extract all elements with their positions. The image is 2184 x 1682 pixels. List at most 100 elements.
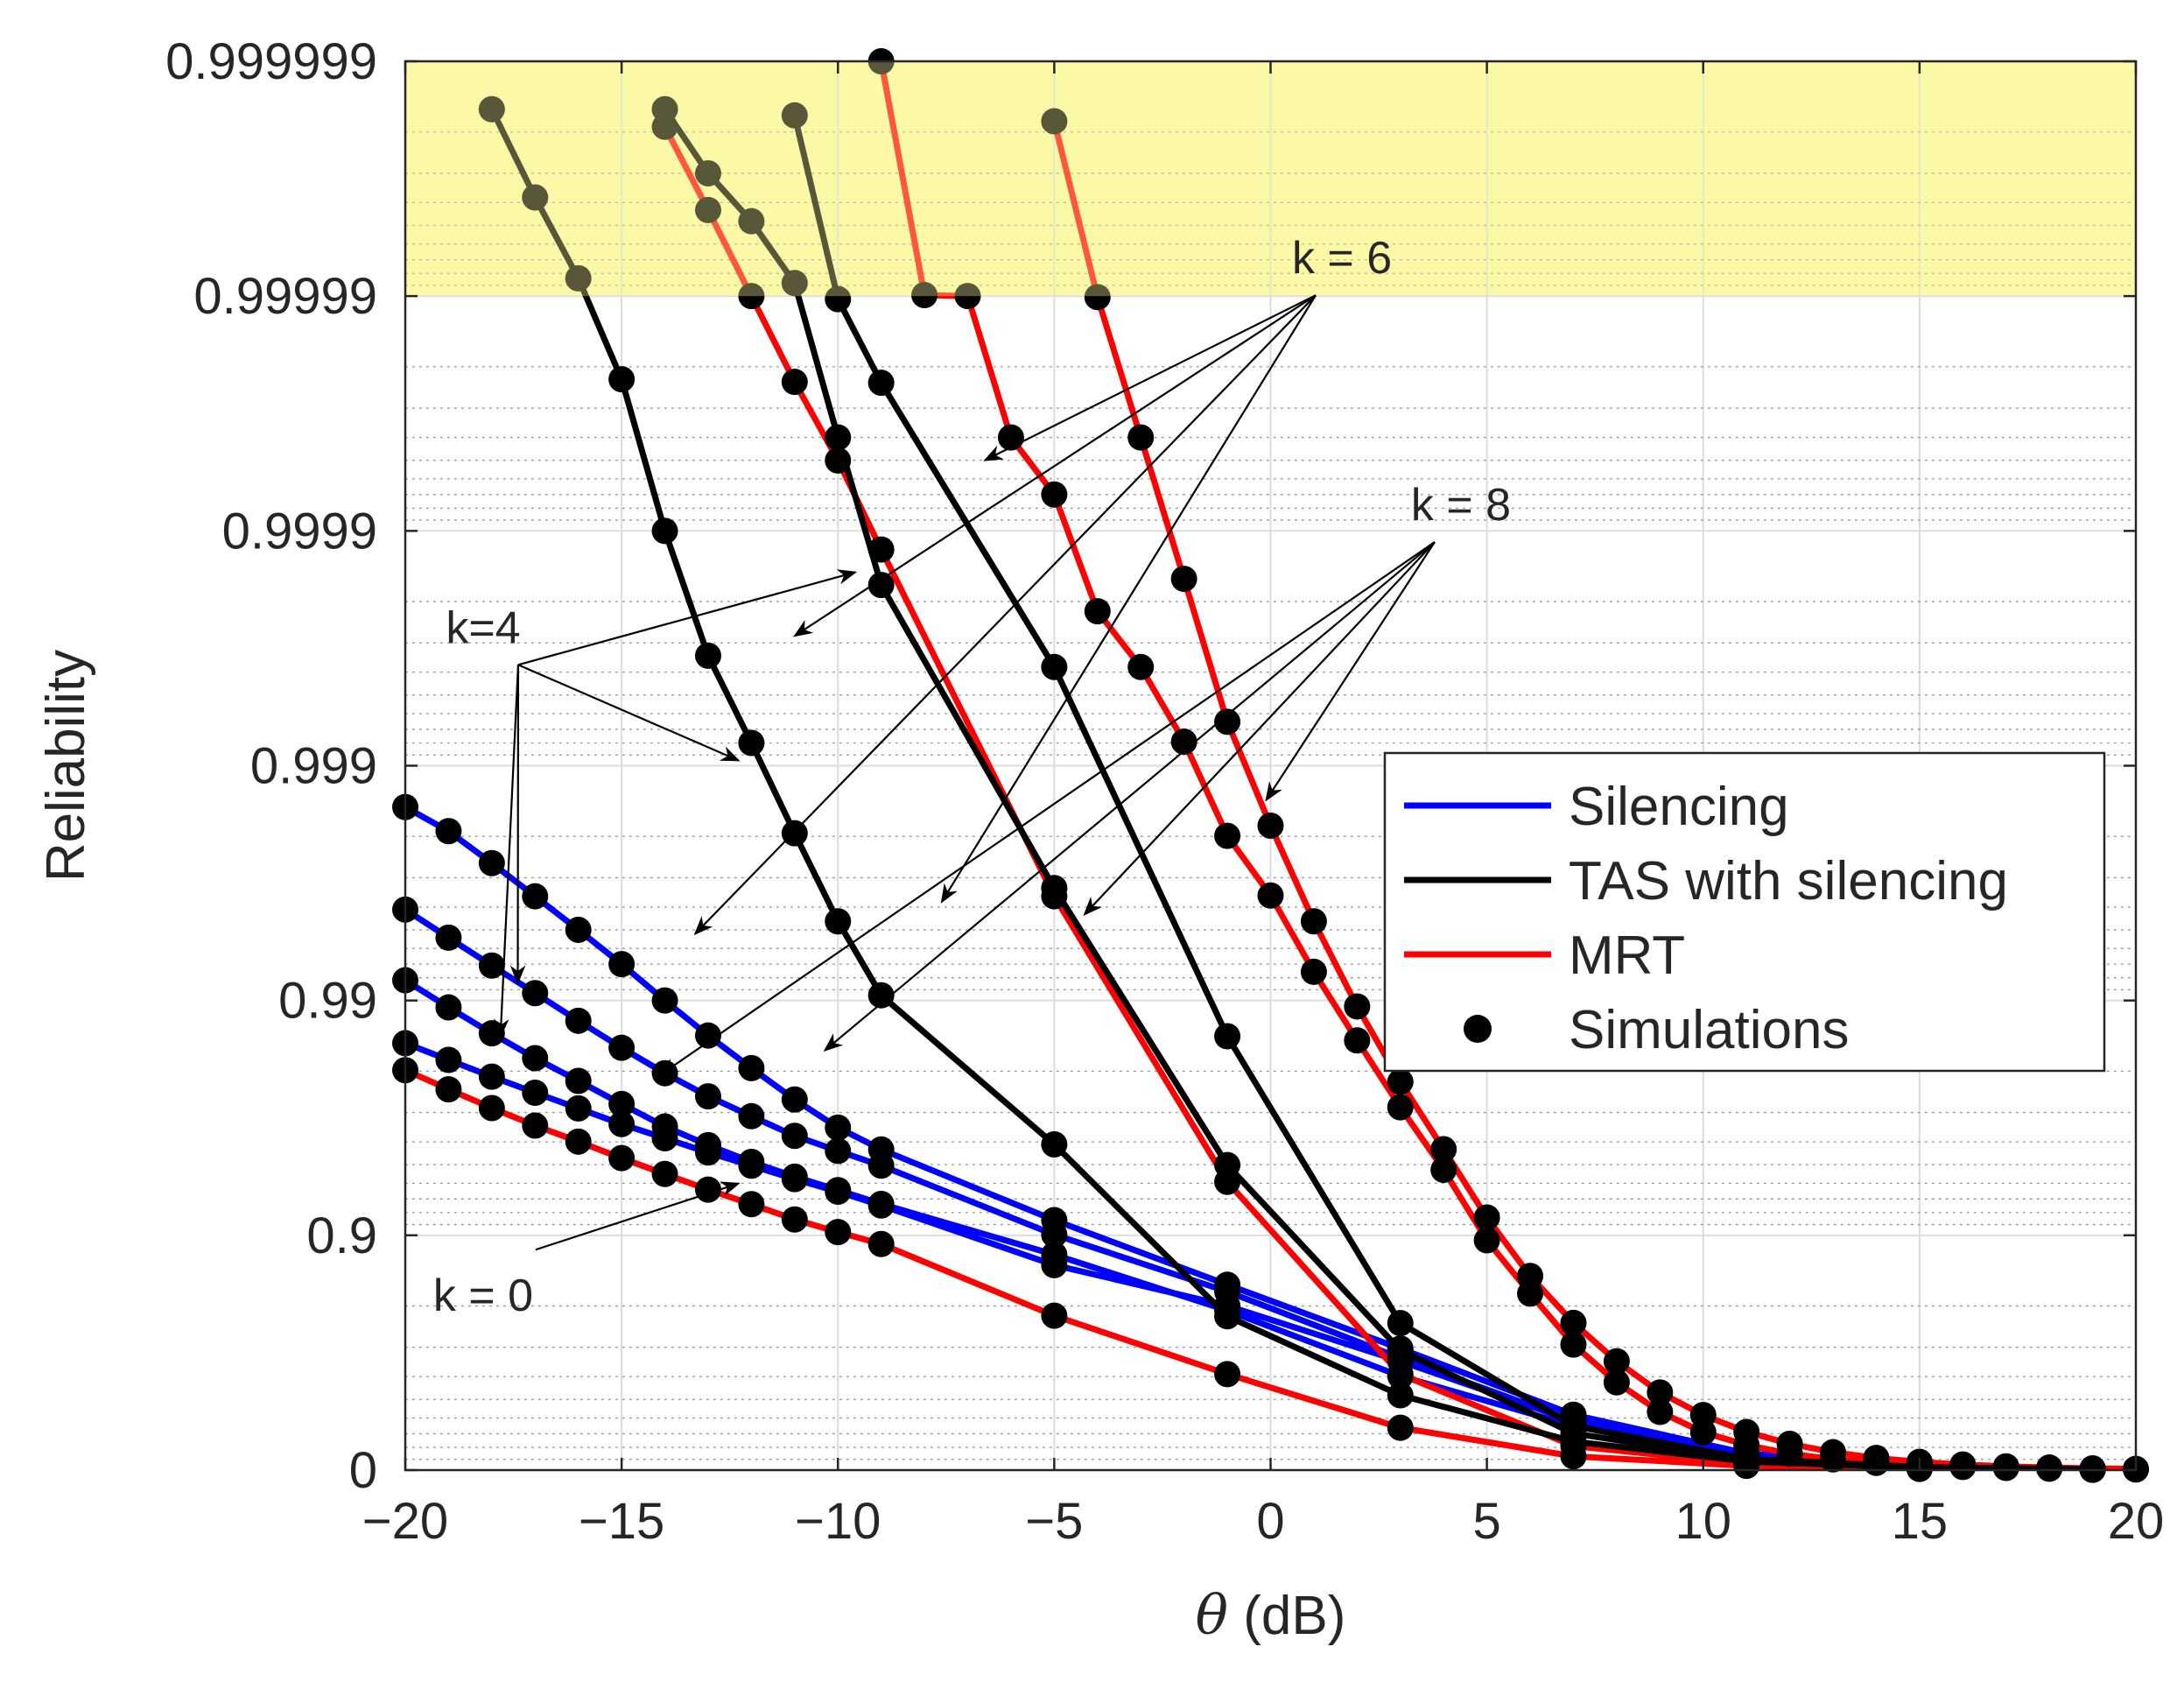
sim-marker xyxy=(1863,1445,1890,1472)
sim-marker xyxy=(1300,908,1327,935)
sim-marker xyxy=(1127,653,1155,680)
sim-marker xyxy=(1170,566,1197,593)
sim-marker xyxy=(867,1230,895,1257)
annotation-label: k = 0 xyxy=(433,1270,533,1321)
sim-marker xyxy=(1387,1094,1414,1121)
sim-marker xyxy=(738,1054,765,1081)
sim-marker xyxy=(1214,822,1241,849)
sim-marker xyxy=(1473,1227,1500,1254)
sim-marker xyxy=(435,994,462,1021)
sim-marker xyxy=(1214,1271,1241,1298)
sim-marker xyxy=(435,818,462,845)
x-tick-label: −5 xyxy=(1025,1493,1083,1550)
sim-marker xyxy=(1257,812,1284,839)
x-tick-label: 5 xyxy=(1472,1493,1500,1550)
x-tick-label: 10 xyxy=(1675,1493,1731,1550)
sim-marker xyxy=(1344,993,1371,1020)
sim-marker xyxy=(1992,1453,2019,1480)
sim-marker xyxy=(1041,883,1068,910)
x-tick-label: −10 xyxy=(795,1493,881,1550)
legend: Silencing TAS with silencing MRT Simulation… xyxy=(1383,751,2106,1073)
sim-marker xyxy=(522,1045,549,1072)
highlight-overlay xyxy=(405,61,2136,297)
sim-marker xyxy=(435,924,462,951)
sim-marker xyxy=(738,1191,765,1218)
annotation-arrow xyxy=(983,294,1317,461)
x-axis-unit: (dB) xyxy=(1228,1586,1345,1646)
y-tick-label: 0.9999 xyxy=(222,503,377,559)
sim-marker xyxy=(694,1083,721,1110)
sim-marker xyxy=(1214,708,1241,735)
sim-marker xyxy=(522,883,549,910)
sim-marker xyxy=(781,1086,808,1113)
sim-marker xyxy=(781,820,808,847)
x-tick-label: 0 xyxy=(1256,1493,1284,1550)
sim-marker xyxy=(1560,1309,1587,1336)
sim-marker xyxy=(565,1094,592,1122)
annotation-arrow xyxy=(1265,541,1436,802)
sim-marker xyxy=(738,729,765,757)
sim-marker xyxy=(608,366,636,393)
sim-marker xyxy=(738,1102,765,1130)
sim-marker xyxy=(781,1163,808,1190)
annotation-label: k = 8 xyxy=(1411,480,1511,531)
sim-marker xyxy=(867,982,895,1009)
legend-label: TAS with silencing xyxy=(1569,851,2008,911)
sim-marker xyxy=(435,1046,462,1073)
sim-marker xyxy=(1170,728,1197,756)
sim-marker xyxy=(1387,1337,1414,1364)
annotation-arrow xyxy=(693,294,1317,936)
sim-marker xyxy=(1214,1303,1241,1330)
sim-marker xyxy=(1041,481,1068,508)
sim-marker xyxy=(565,1128,592,1155)
sim-marker xyxy=(608,1110,636,1137)
y-tick-label: 0.999999 xyxy=(165,33,377,90)
sim-marker xyxy=(1300,958,1327,985)
axes: −20 −15 −10 −5 0 5 10 15 20 0 0.9 0.99 0.999 0.9999 0.… xyxy=(36,33,2164,1647)
sim-marker xyxy=(1387,1310,1414,1337)
sim-marker xyxy=(825,1177,852,1204)
sim-marker xyxy=(565,264,592,292)
sim-marker xyxy=(694,1131,721,1158)
sim-marker xyxy=(825,447,852,474)
sim-marker xyxy=(738,283,765,310)
sim-marker xyxy=(478,1063,505,1090)
sim-marker xyxy=(478,849,505,876)
annotation-label: k=4 xyxy=(446,602,520,653)
sim-marker xyxy=(825,424,852,451)
sim-marker xyxy=(651,987,678,1014)
sim-marker xyxy=(608,1034,636,1061)
sim-marker xyxy=(694,159,721,186)
sim-marker xyxy=(651,517,678,545)
sim-marker xyxy=(1041,1302,1068,1329)
legend-label: MRT xyxy=(1569,925,1685,986)
sim-marker xyxy=(608,1144,636,1172)
sim-marker xyxy=(781,102,808,129)
annotation-arrow xyxy=(517,664,741,762)
sim-marker xyxy=(1084,284,1111,311)
x-tick-label: 15 xyxy=(1892,1493,1949,1550)
annotation-arrow xyxy=(658,541,1436,1076)
y-tick-label: 0.99 xyxy=(278,973,377,1030)
annotation-arrow xyxy=(792,294,1317,637)
sim-marker xyxy=(522,184,549,211)
legend-label: Silencing xyxy=(1569,777,1789,837)
annotation-arrow xyxy=(493,665,520,1038)
sim-marker xyxy=(781,1123,808,1150)
sim-marker xyxy=(1733,1418,1760,1446)
sim-marker xyxy=(867,369,895,397)
x-axis-label: θ (dB) xyxy=(1196,1583,1346,1647)
sim-marker xyxy=(781,1206,808,1233)
y-tick-label: 0.99999 xyxy=(193,268,377,325)
sim-marker xyxy=(1214,1361,1241,1388)
sim-marker xyxy=(565,916,592,943)
annotation-label: k = 6 xyxy=(1292,233,1392,284)
series-line-silencing-k0 xyxy=(405,1040,2093,1470)
sim-marker xyxy=(1560,1331,1587,1358)
sim-marker xyxy=(1430,1136,1457,1163)
sim-marker xyxy=(1647,1379,1674,1406)
sim-marker xyxy=(478,1094,505,1122)
annotation-arrow xyxy=(517,569,858,666)
sim-marker xyxy=(608,951,636,978)
sim-marker xyxy=(1647,1398,1674,1425)
